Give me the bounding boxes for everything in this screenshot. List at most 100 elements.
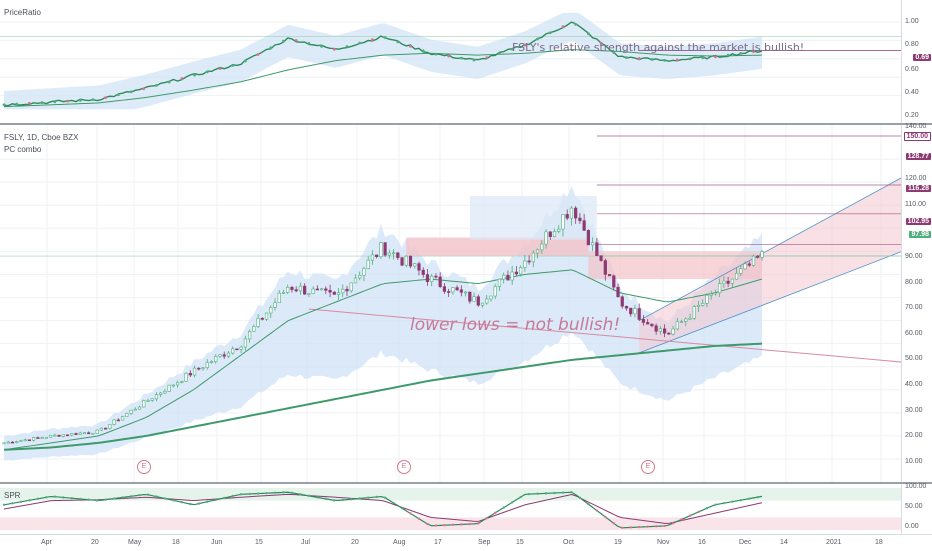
spr-dot <box>45 496 48 499</box>
spr-dot <box>561 491 565 494</box>
axis-tick: 120.00 <box>905 175 927 182</box>
candle-body <box>243 338 247 348</box>
candle-body <box>620 296 624 307</box>
candle-body <box>751 255 756 266</box>
date-label: Aug <box>393 539 406 546</box>
spr-dot <box>358 497 361 500</box>
axis-tick: 140.00 <box>905 123 927 130</box>
spr-dot <box>129 495 133 498</box>
spr-dot <box>366 496 370 499</box>
candle-body <box>311 288 315 294</box>
candle-body <box>447 291 451 293</box>
candle-body <box>358 274 362 279</box>
lower-lows-line <box>308 308 902 363</box>
resistance-band <box>406 237 589 256</box>
spr-dot <box>731 500 734 503</box>
spr-dot <box>79 497 82 501</box>
ratio-dot <box>104 96 108 100</box>
ratio-dot <box>701 56 705 60</box>
price-tag: 128.77 <box>905 153 931 160</box>
pane-separator[interactable] <box>0 482 932 484</box>
candle-body <box>116 419 120 422</box>
spr-overbought-zone <box>0 488 902 501</box>
indicator-title: PC combo <box>4 145 42 154</box>
date-axis[interactable]: Apr 20 May 18 Jun 15 Jul 20 Aug 17 Sep 1… <box>0 534 932 551</box>
ratio-dot <box>752 50 755 54</box>
spr-dot <box>510 501 514 504</box>
candle-body <box>188 373 192 376</box>
candle-body <box>27 439 32 442</box>
price-tag: 116.28 <box>905 185 931 192</box>
spr-dot <box>578 496 582 499</box>
date-label: 16 <box>698 539 706 546</box>
spr-dot <box>595 509 599 512</box>
spr-dot <box>739 498 743 502</box>
earnings-marker[interactable]: E <box>641 460 655 474</box>
spr-pane[interactable]: SPR <box>0 484 902 534</box>
candle-body <box>2 442 6 445</box>
spr-dot <box>146 493 150 496</box>
ratio-dot <box>447 54 451 58</box>
ratio-dot <box>688 57 692 61</box>
candle-body <box>485 298 489 304</box>
spr-dot <box>324 497 328 501</box>
spr-plot <box>0 488 902 530</box>
candle-body <box>430 275 434 282</box>
candle-body <box>57 434 61 437</box>
date-label: 18 <box>875 539 883 546</box>
candle-body <box>336 292 341 295</box>
spr-dot <box>53 495 57 498</box>
price-ratio-axis[interactable]: 1.00 0.80 0.69 0.60 0.40 0.20 <box>901 0 932 123</box>
candle-body <box>315 288 319 291</box>
candle-body <box>370 254 375 261</box>
spr-dot <box>426 522 429 526</box>
candle-body <box>154 394 159 400</box>
pane-separator[interactable] <box>0 123 932 125</box>
candle-body <box>319 288 324 291</box>
candle-body <box>248 331 252 340</box>
candle-body <box>146 400 150 402</box>
candle-body <box>688 317 692 320</box>
spr-dot <box>392 501 395 505</box>
axis-tick: 0.40 <box>905 89 919 96</box>
candle-body <box>654 325 658 332</box>
candle-body <box>222 354 226 357</box>
spr-dot <box>434 524 438 527</box>
candle-body <box>646 322 650 325</box>
candle-body <box>32 437 36 441</box>
candle-body <box>535 249 540 254</box>
candle-body <box>400 257 404 266</box>
date-label: Apr <box>41 539 52 546</box>
candle-body <box>459 289 463 293</box>
spr-dot <box>104 498 107 501</box>
price-ratio-pane[interactable]: PriceRatio FSLY's relative strength agai… <box>0 0 902 123</box>
candle-body <box>120 416 125 421</box>
ratio-dot <box>358 41 362 45</box>
earnings-marker[interactable]: E <box>137 460 151 474</box>
spr-axis[interactable]: 100.00 50.00 0.00 <box>901 483 932 534</box>
candle-body <box>603 260 607 275</box>
price-pane[interactable]: FSLY, 1D, Cboe BZX PC combo lower lows =… <box>0 125 902 482</box>
spr-dot <box>155 495 158 498</box>
spr-dot <box>375 495 378 499</box>
spr-dot <box>383 496 387 499</box>
candle-body <box>569 207 574 219</box>
candle-body <box>502 274 506 280</box>
spr-dot <box>671 522 675 525</box>
ratio-dot <box>167 80 171 84</box>
candle-body <box>476 296 480 306</box>
earnings-marker[interactable]: E <box>397 460 411 474</box>
ratio-dot <box>40 101 44 104</box>
lower-lows-note: lower lows = not bullish! <box>410 315 621 335</box>
spr-dot <box>604 515 607 519</box>
ratio-dot <box>612 51 616 54</box>
spr-dot <box>112 497 116 500</box>
candle-body <box>61 434 65 437</box>
spr-dot <box>265 491 268 495</box>
spr-dot <box>138 493 141 497</box>
candle-body <box>523 260 527 268</box>
price-axis[interactable]: 140.00 150.00 128.77 120.00 116.28 110.0… <box>901 123 932 482</box>
date-label: 15 <box>516 539 524 546</box>
price-plot <box>0 125 902 482</box>
candle-body <box>718 283 722 294</box>
